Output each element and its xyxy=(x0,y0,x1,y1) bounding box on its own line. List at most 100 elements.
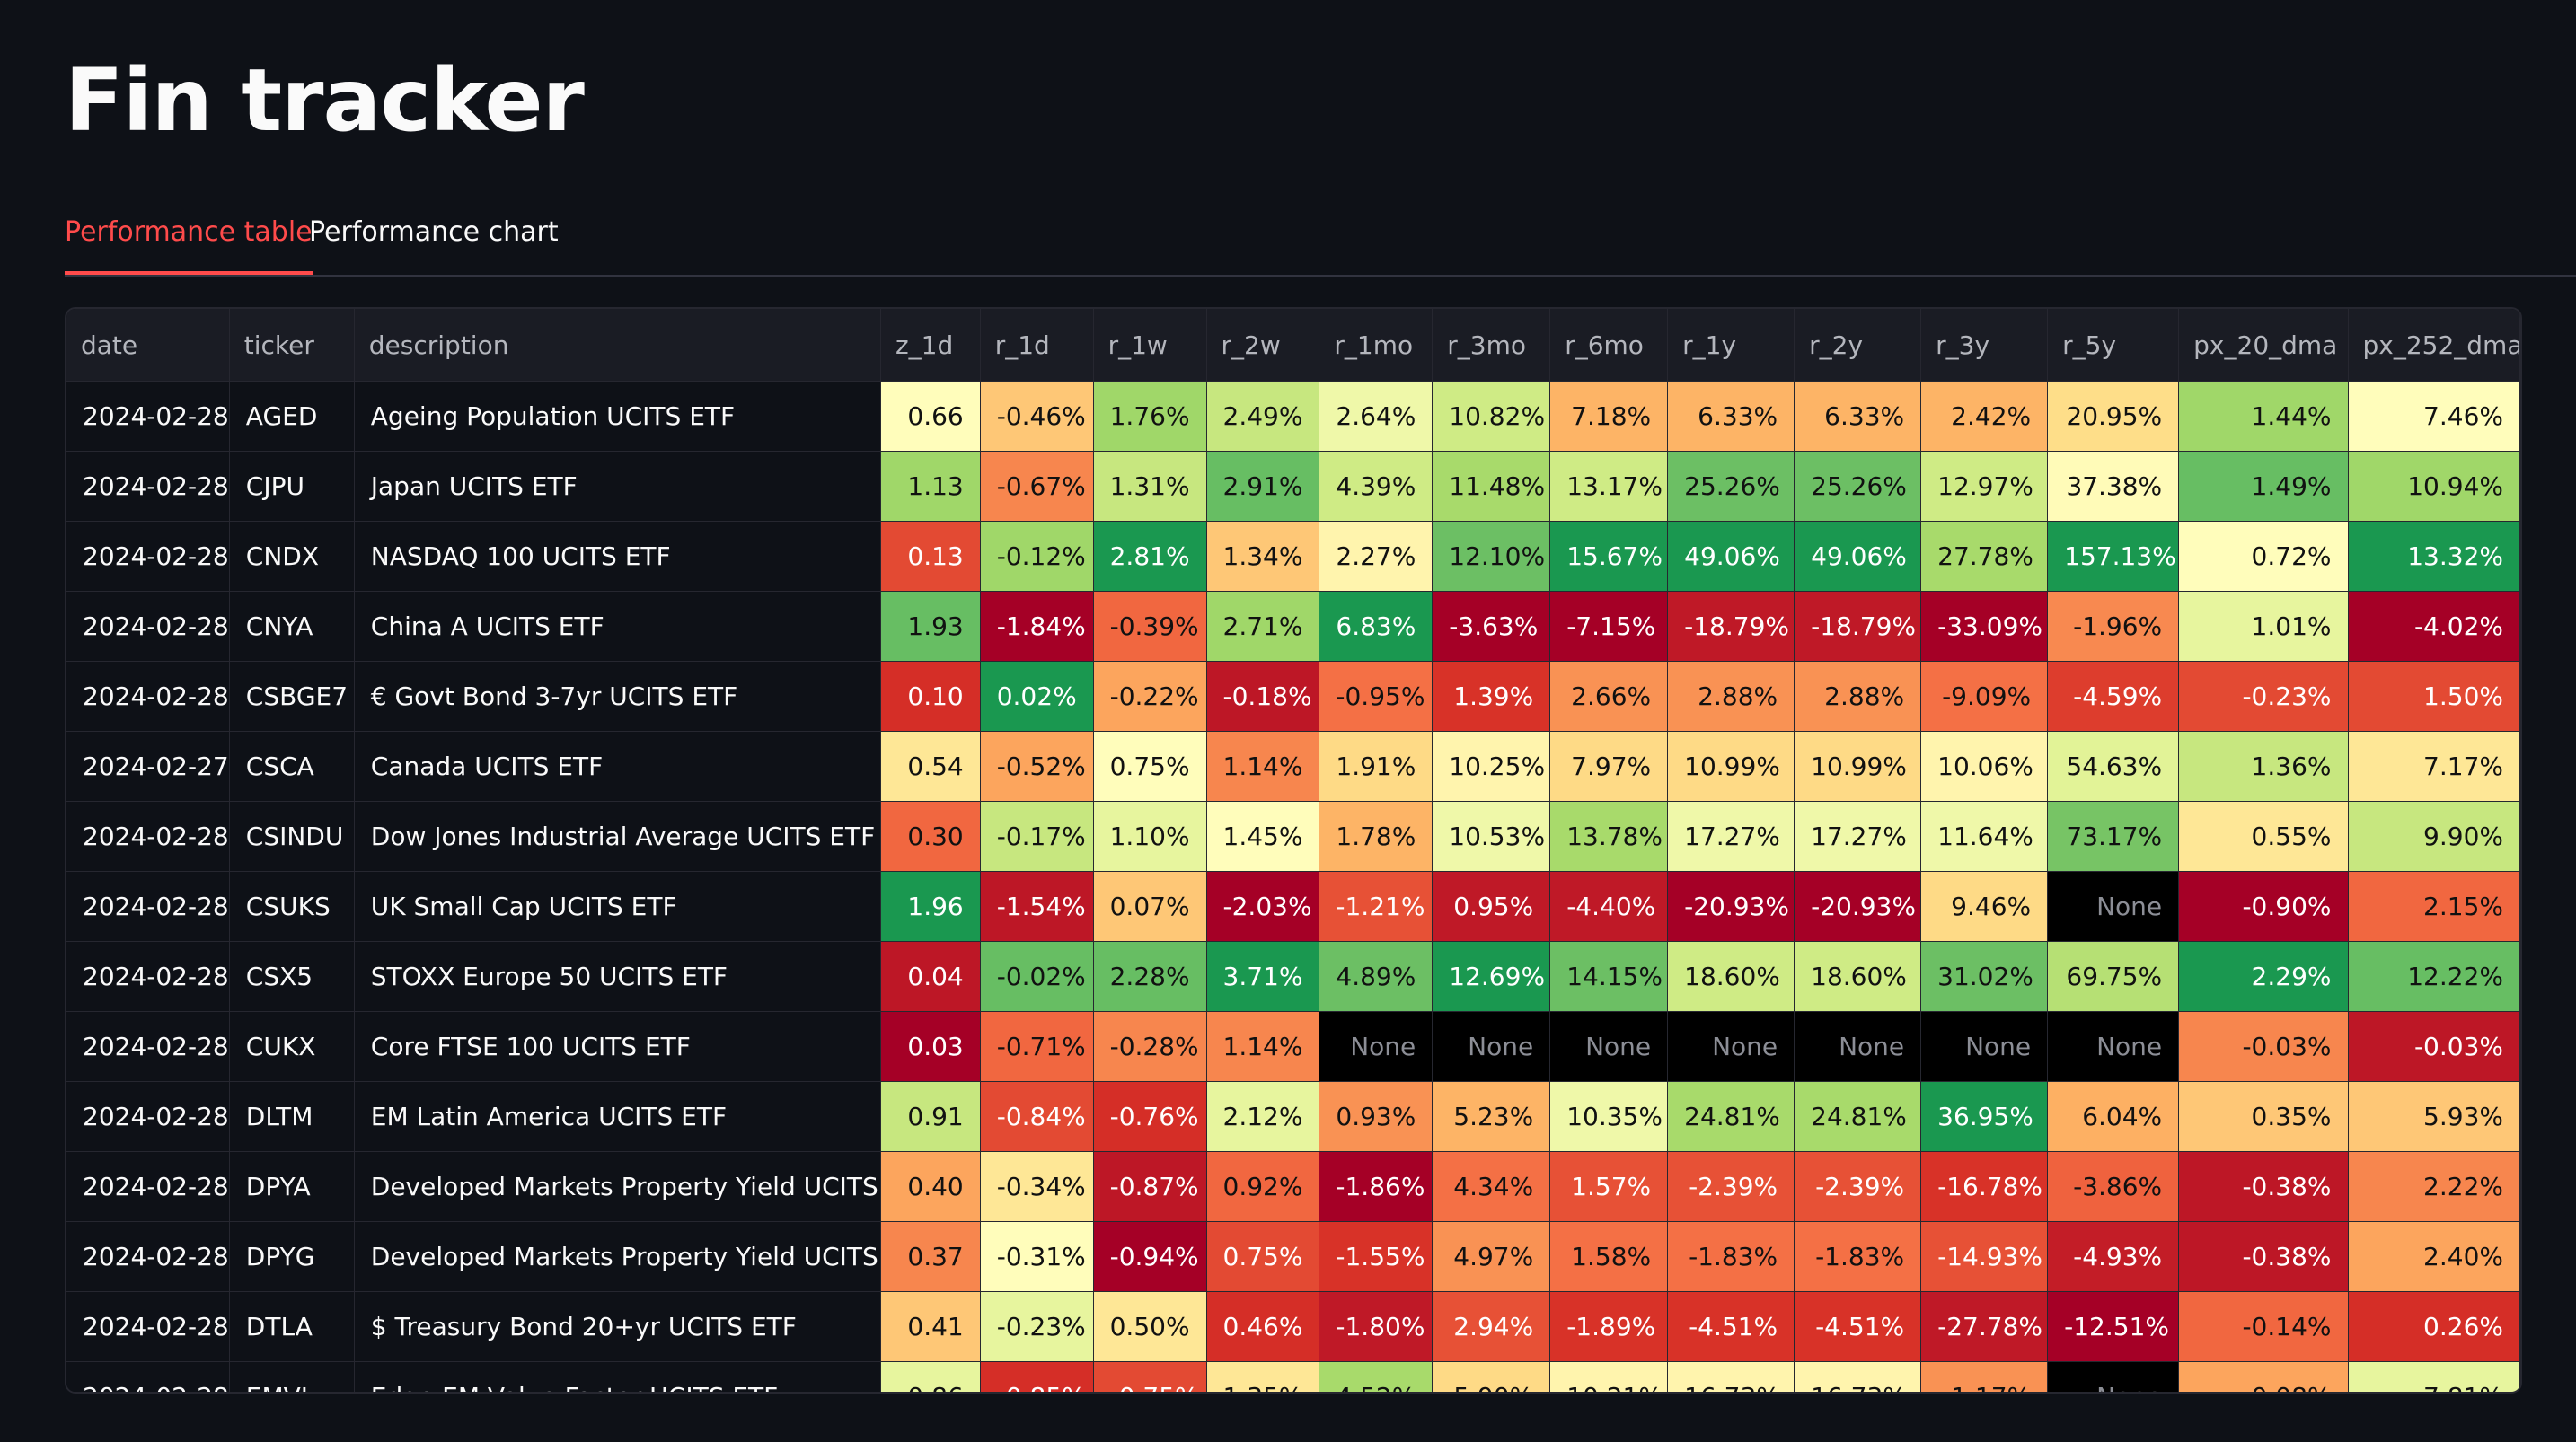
table-cell[interactable]: -0.76% xyxy=(1093,1081,1207,1152)
table-cell[interactable]: 73.17% xyxy=(2047,801,2180,872)
table-cell[interactable]: -0.28% xyxy=(1093,1011,1207,1082)
table-cell[interactable]: -0.03% xyxy=(2178,1011,2349,1082)
table-cell[interactable]: CSBGE7 xyxy=(229,661,355,732)
table-cell[interactable]: 9.46% xyxy=(1920,871,2049,942)
table-cell[interactable]: 1.93 xyxy=(880,591,981,662)
table-cell[interactable]: 10.25% xyxy=(1432,731,1551,802)
column-header[interactable]: r_1y xyxy=(1667,309,1795,382)
table-cell[interactable]: 2024-02-28 xyxy=(66,1151,230,1222)
table-cell[interactable]: None xyxy=(1920,1011,2049,1082)
table-cell[interactable]: 1.13 xyxy=(880,451,981,522)
table-cell[interactable]: 4.89% xyxy=(1319,941,1434,1012)
table-cell[interactable]: 1.50% xyxy=(2348,661,2520,732)
table-cell[interactable]: 2.29% xyxy=(2178,941,2349,1012)
table-cell[interactable]: -4.51% xyxy=(1667,1291,1795,1362)
table-cell[interactable]: 1.96 xyxy=(880,871,981,942)
table-cell[interactable]: 15.67% xyxy=(1549,521,1669,592)
table-cell[interactable]: 7.46% xyxy=(2348,381,2520,452)
table-cell[interactable]: 2024-02-28 xyxy=(66,1011,230,1082)
table-cell[interactable]: 1.58% xyxy=(1549,1221,1669,1292)
table-row[interactable]: 2024-02-28 CSINDU Dow Jones Industrial Ave… xyxy=(66,801,2520,872)
table-cell[interactable]: 0.66 xyxy=(880,381,981,452)
table-cell[interactable]: 12.22% xyxy=(2348,941,2520,1012)
table-cell[interactable]: -3.86% xyxy=(2047,1151,2180,1222)
table-cell[interactable]: 7.18% xyxy=(1549,381,1669,452)
table-cell[interactable]: Canada UCITS ETF xyxy=(354,731,881,802)
table-cell[interactable]: -0.23% xyxy=(2178,661,2349,732)
table-cell[interactable]: 2.88% xyxy=(1667,661,1795,732)
table-cell[interactable]: None xyxy=(2047,871,2180,942)
table-cell[interactable]: 2.66% xyxy=(1549,661,1669,732)
table-cell[interactable]: 2.49% xyxy=(1206,381,1320,452)
table-cell[interactable]: 10.82% xyxy=(1432,381,1551,452)
table-cell[interactable]: 0.07% xyxy=(1093,871,1207,942)
table-cell[interactable]: -0.38% xyxy=(2178,1151,2349,1222)
table-cell[interactable]: 0.30 xyxy=(880,801,981,872)
table-cell[interactable]: 2024-02-28 xyxy=(66,1291,230,1362)
table-cell[interactable]: 1.14% xyxy=(1206,1011,1320,1082)
performance-table[interactable]: date ticker description z_1d r_1d r_1w r… xyxy=(65,307,2522,1394)
table-cell[interactable]: 5.23% xyxy=(1432,1081,1551,1152)
table-cell[interactable]: -9.09% xyxy=(1920,661,2049,732)
table-cell[interactable]: -33.09% xyxy=(1920,591,2049,662)
column-header[interactable]: r_1w xyxy=(1093,309,1207,382)
column-header[interactable]: r_5y xyxy=(2047,309,2180,382)
table-cell[interactable]: -0.39% xyxy=(1093,591,1207,662)
table-cell[interactable]: -0.67% xyxy=(980,451,1094,522)
table-cell[interactable]: 157.13% xyxy=(2047,521,2180,592)
table-cell[interactable]: 9.90% xyxy=(2348,801,2520,872)
table-cell[interactable]: 7.97% xyxy=(1549,731,1669,802)
table-cell[interactable]: DPYA xyxy=(229,1151,355,1222)
table-cell[interactable]: 2024-02-28 xyxy=(66,451,230,522)
table-cell[interactable]: -4.59% xyxy=(2047,661,2180,732)
table-cell[interactable]: 1.01% xyxy=(2178,591,2349,662)
table-cell[interactable]: -1.80% xyxy=(1319,1291,1434,1362)
table-cell[interactable]: -18.79% xyxy=(1667,591,1795,662)
table-cell[interactable]: 11.64% xyxy=(1920,801,2049,872)
table-cell[interactable]: 4.39% xyxy=(1319,451,1434,522)
table-cell[interactable]: -0.31% xyxy=(980,1221,1094,1292)
table-cell[interactable]: -0.23% xyxy=(980,1291,1094,1362)
table-cell[interactable]: 0.92% xyxy=(1206,1151,1320,1222)
table-cell[interactable]: 31.02% xyxy=(1920,941,2049,1012)
table-cell[interactable]: 1.44% xyxy=(2178,381,2349,452)
table-cell[interactable]: 2.71% xyxy=(1206,591,1320,662)
table-cell[interactable]: DLTM xyxy=(229,1081,355,1152)
table-cell[interactable]: -1.89% xyxy=(1549,1291,1669,1362)
table-cell[interactable]: -12.51% xyxy=(2047,1291,2180,1362)
table-cell[interactable]: 25.26% xyxy=(1667,451,1795,522)
column-header[interactable]: description xyxy=(354,309,881,382)
table-cell[interactable]: -1.96% xyxy=(2047,591,2180,662)
table-cell[interactable]: 0.08% xyxy=(2178,1361,2349,1392)
table-row[interactable]: 2024-02-28 CSBGE7 € Govt Bond 3-7yr UCITS … xyxy=(66,661,2520,732)
table-cell[interactable]: 2024-02-28 xyxy=(66,381,230,452)
table-row[interactable]: 2024-02-28EMVLEdge EM Value Factor UCITS… xyxy=(66,1361,2520,1392)
table-cell[interactable]: -1.55% xyxy=(1319,1221,1434,1292)
table-cell[interactable]: 2.40% xyxy=(2348,1221,2520,1292)
table-cell[interactable]: 54.63% xyxy=(2047,731,2180,802)
table-cell[interactable]: -0.90% xyxy=(2178,871,2349,942)
table-cell[interactable]: 1.34% xyxy=(1206,521,1320,592)
table-cell[interactable]: 0.03 xyxy=(880,1011,981,1082)
table-cell[interactable]: 0.40 xyxy=(880,1151,981,1222)
table-cell[interactable]: -2.03% xyxy=(1206,871,1320,942)
table-cell[interactable]: 1.31% xyxy=(1093,451,1207,522)
column-header[interactable]: date xyxy=(66,309,230,382)
table-cell[interactable]: -16.78% xyxy=(1920,1151,2049,1222)
column-header[interactable]: r_2y xyxy=(1794,309,1922,382)
table-cell[interactable]: Core FTSE 100 UCITS ETF xyxy=(354,1011,881,1082)
column-header[interactable]: r_3y xyxy=(1920,309,2049,382)
table-cell[interactable]: 13.78% xyxy=(1549,801,1669,872)
table-cell[interactable]: -7.15% xyxy=(1549,591,1669,662)
table-cell[interactable]: 49.06% xyxy=(1667,521,1795,592)
table-cell[interactable]: -0.75% xyxy=(1093,1361,1207,1392)
table-cell[interactable]: -1.54% xyxy=(980,871,1094,942)
table-row[interactable]: 2024-02-28 CJPU Japan UCITS ETF 1.13 -0.67% 1… xyxy=(66,451,2520,522)
table-cell[interactable]: 27.78% xyxy=(1920,521,2049,592)
table-cell[interactable]: 10.35% xyxy=(1549,1081,1669,1152)
table-cell[interactable]: -4.93% xyxy=(2047,1221,2180,1292)
table-cell[interactable]: -0.52% xyxy=(980,731,1094,802)
table-cell[interactable]: 3.71% xyxy=(1206,941,1320,1012)
table-cell[interactable]: 12.97% xyxy=(1920,451,2049,522)
table-cell[interactable]: -20.93% xyxy=(1667,871,1795,942)
